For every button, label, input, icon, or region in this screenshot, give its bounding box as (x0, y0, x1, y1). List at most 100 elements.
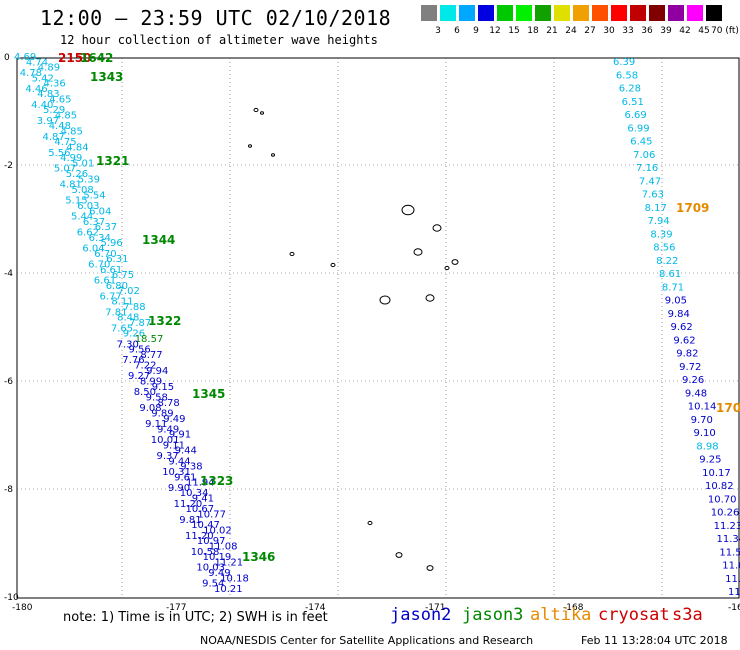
x-tick-label: -177 (166, 603, 186, 613)
wave-height-value: 11.20 (174, 499, 203, 510)
colorbar-swatch (611, 5, 627, 21)
wave-height-value: 9.25 (699, 455, 721, 466)
wave-height-value: 6.80 (106, 281, 128, 292)
wave-height-value: 10.70 (708, 494, 737, 505)
colorbar-swatch (421, 5, 437, 21)
wave-height-value: 4.69 (14, 52, 36, 63)
wave-height-value: 5.15 (65, 196, 87, 207)
colorbar-swatch (535, 5, 551, 21)
wave-height-value: 10.01 (151, 435, 180, 446)
wave-height-value: 7.47 (639, 176, 661, 187)
island-outline (330, 262, 336, 268)
wave-height-value: 10.21 (214, 584, 243, 595)
x-tick-label: -168 (563, 603, 584, 613)
wave-height-value: 6.58 (616, 70, 638, 81)
map-frame (16, 57, 740, 599)
wave-height-value: 4.83 (37, 89, 59, 100)
wave-height-value: 10.14 (688, 402, 717, 413)
colorbar-label: 21 (546, 26, 558, 36)
wave-height-value: 9.61 (174, 472, 196, 483)
colorbar-swatch (516, 5, 532, 21)
wave-height-value: 9.08 (139, 403, 161, 414)
wave-height-value: 9.94 (146, 366, 168, 377)
wave-height-value: 4.85 (61, 126, 83, 137)
island-outline (413, 248, 423, 256)
wave-height-value: 9.05 (665, 296, 687, 307)
island-outline (432, 224, 442, 232)
wave-height-value: 4.40 (31, 100, 53, 111)
wave-height-value: 4.75 (54, 137, 76, 148)
pass-time-label: 2150 (58, 51, 91, 65)
credit-text: NOAA/NESDIS Center for Satellite Applica… (200, 634, 534, 647)
wave-height-value: 11.21 (215, 557, 244, 568)
wave-height-value: 8.11 (111, 297, 133, 308)
wave-height-value: 5.44 (71, 212, 93, 223)
wave-height-value: 6.03 (77, 201, 99, 212)
wave-height-value: 7.06 (633, 150, 655, 161)
wave-height-value: 10.34 (180, 488, 209, 499)
colorbar-swatch (497, 5, 513, 21)
island-outline (401, 204, 415, 216)
wave-height-value: 4.36 (44, 79, 66, 90)
pass-time-label: 1345 (192, 387, 225, 401)
colorbar-swatch (592, 5, 608, 21)
colorbar-swatch (459, 5, 475, 21)
wave-height-value: 5.54 (83, 190, 105, 201)
colorbar-swatch (554, 5, 570, 21)
island-outline (379, 295, 391, 305)
colorbar-label: 18 (527, 26, 539, 36)
satellite-legend-s3a: s3a (672, 605, 703, 625)
wave-height-value: 11.60 (722, 561, 740, 572)
wave-height-value: 5.42 (32, 73, 54, 84)
wave-height-value: 9.11 (163, 440, 185, 451)
wave-height-value: 4.99 (60, 153, 82, 164)
pass-time-label: 1343 (90, 70, 123, 84)
footer-note: note: 1) Time is in UTC; 2) SWH is in fe… (63, 610, 328, 625)
wave-height-value: 6.39 (613, 57, 635, 68)
pass-time-label: 170 (716, 401, 740, 415)
wave-height-value: 8.77 (140, 350, 162, 361)
wave-height-value: 6.45 (630, 137, 652, 148)
wave-height-value: 6.34 (89, 233, 111, 244)
colorbar-swatch (706, 5, 722, 21)
colorbar-label: 24 (565, 26, 577, 36)
wave-height-value: 10.58 (191, 547, 220, 558)
wave-height-value: 3.97 (37, 116, 59, 127)
y-tick-label: -6 (4, 377, 13, 387)
wave-height-value: 11.08 (209, 541, 238, 552)
wave-height-value: 4.85 (55, 111, 77, 122)
wave-height-value: 18.57 (135, 334, 164, 345)
pass-time-label: 1322 (148, 314, 181, 328)
pass-time-label: 1321 (96, 154, 129, 168)
pass-time-label: 1709 (676, 201, 709, 215)
wave-height-value: 9.48 (685, 388, 707, 399)
wave-height-value: 8.17 (645, 203, 667, 214)
wave-height-value: 7.76 (122, 355, 144, 366)
wave-height-value: 9.72 (679, 362, 701, 373)
x-tick-label: -180 (12, 603, 33, 613)
wave-height-value: 9.89 (151, 408, 173, 419)
wave-height-value: 6.61 (94, 275, 116, 286)
wave-height-value: 11.23 (714, 521, 740, 532)
wave-height-value: 6.70 (94, 249, 116, 260)
pass-time-label: 1323 (200, 474, 233, 488)
wave-height-value: 4.78 (20, 68, 42, 79)
colorbar-swatch (478, 5, 494, 21)
wave-height-value: 6.70 (88, 259, 110, 270)
wave-height-value: 9.26 (123, 329, 145, 340)
wave-height-value: 10.03 (196, 563, 225, 574)
wave-height-value: 8.99 (140, 377, 162, 388)
wave-height-value: 5.96 (101, 238, 123, 249)
wave-height-value: 9.37 (157, 451, 179, 462)
satellite-legend-cryosat: cryosat (598, 605, 670, 625)
generated-timestamp: Feb 11 13:28:04 UTC 2018 (581, 634, 728, 647)
wave-height-value: 10.02 (203, 525, 232, 536)
wave-height-value: 8.71 (662, 282, 684, 293)
wave-height-value: 7.16 (636, 163, 658, 174)
wave-height-value: 7.30 (117, 339, 139, 350)
wave-height-value: 5.07 (54, 164, 76, 175)
colorbar-swatch (440, 5, 456, 21)
wave-height-value: 11.20 (185, 531, 214, 542)
wave-height-value: 9.38 (180, 462, 202, 473)
island-outline (271, 153, 275, 157)
